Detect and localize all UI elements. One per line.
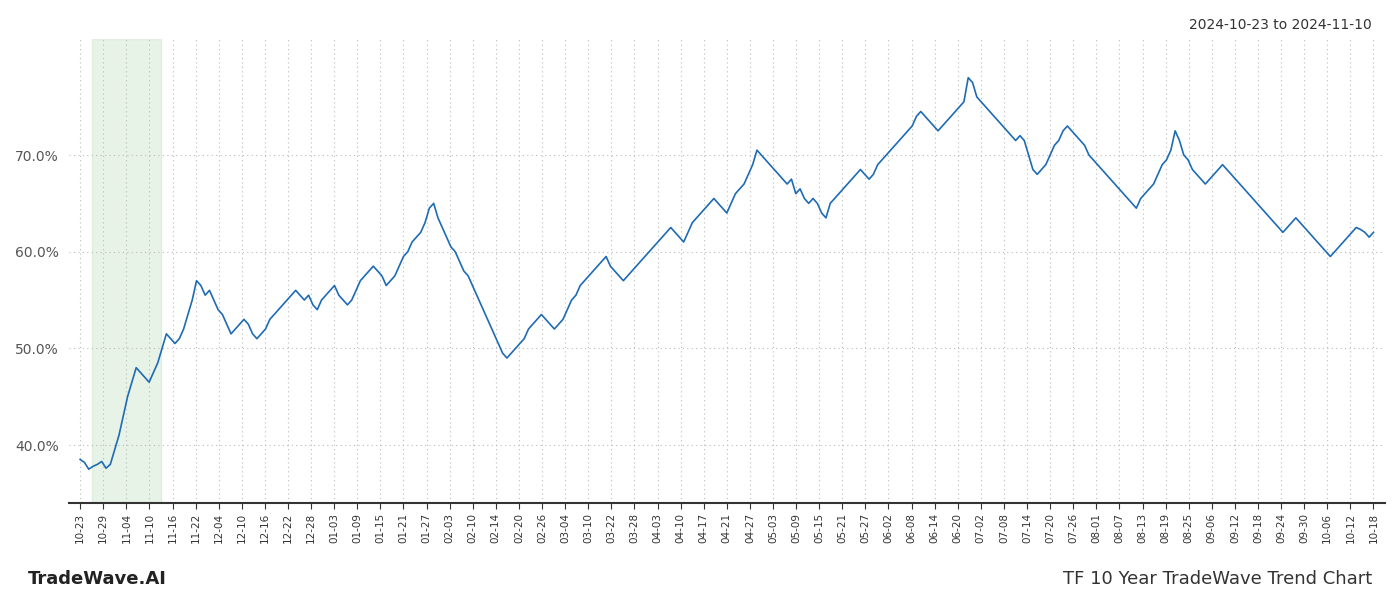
Text: 2024-10-23 to 2024-11-10: 2024-10-23 to 2024-11-10 xyxy=(1189,18,1372,32)
Text: TradeWave.AI: TradeWave.AI xyxy=(28,570,167,588)
Text: TF 10 Year TradeWave Trend Chart: TF 10 Year TradeWave Trend Chart xyxy=(1063,570,1372,588)
Bar xyxy=(91,39,161,503)
